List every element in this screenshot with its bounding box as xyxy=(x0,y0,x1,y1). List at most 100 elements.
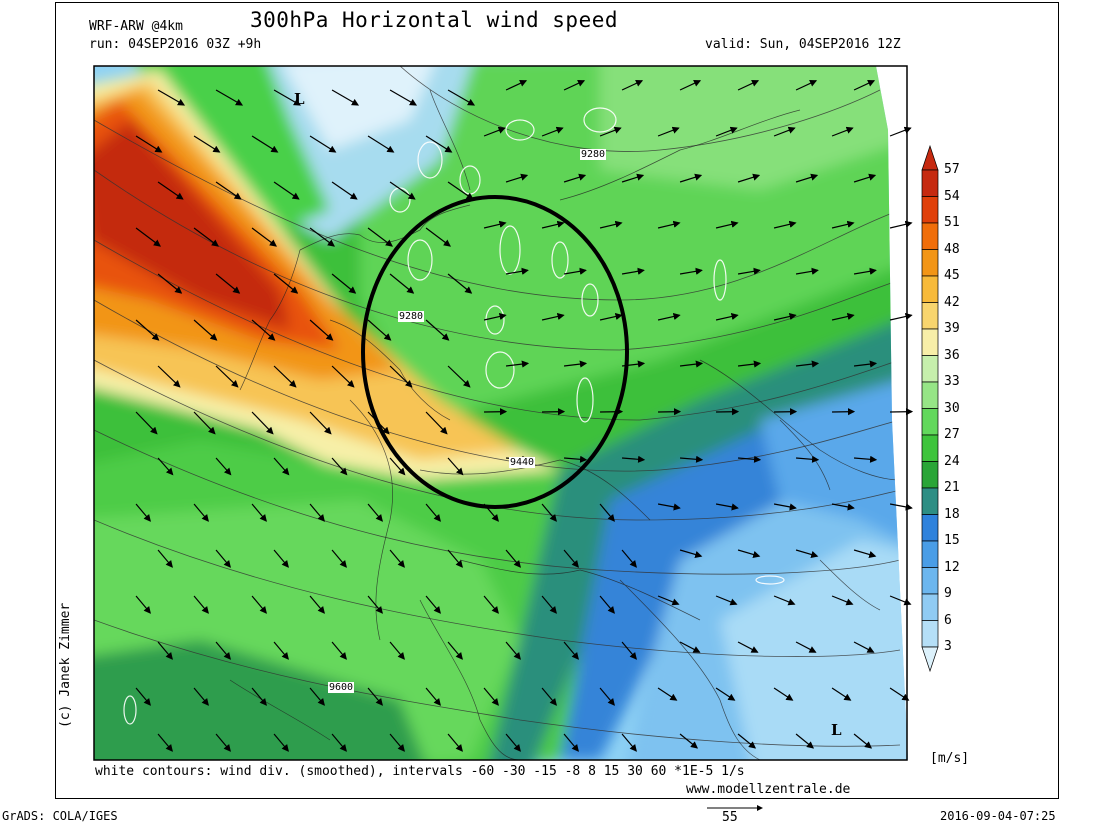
colorbar-tick-label: 48 xyxy=(944,241,960,257)
colorbar-tick-label: 54 xyxy=(944,188,960,204)
colorbar-tick-label: 45 xyxy=(944,268,960,283)
wind-vector xyxy=(505,79,528,91)
wind-vector xyxy=(251,503,267,522)
wind-vector xyxy=(505,360,530,368)
wind-vector xyxy=(135,595,151,614)
wind-vector xyxy=(215,273,241,294)
colorbar-tick-label: 39 xyxy=(944,321,960,336)
wind-vector xyxy=(795,79,818,91)
wind-vector xyxy=(853,360,878,368)
wind-vector xyxy=(505,173,529,183)
wind-vector xyxy=(331,365,355,388)
colorbar-swatch xyxy=(921,222,939,250)
wind-vector xyxy=(447,273,473,294)
wind-vector xyxy=(309,319,334,341)
colorbar-tick-label: 51 xyxy=(944,215,960,230)
wind-vector xyxy=(773,126,796,137)
wind-vector xyxy=(135,227,161,247)
wind-vector xyxy=(563,733,579,752)
wind-vector xyxy=(657,687,678,701)
wind-vector xyxy=(251,687,267,706)
colorbar-tick-label: 21 xyxy=(944,480,960,495)
wind-vector xyxy=(715,503,739,511)
wind-vector xyxy=(309,227,335,247)
wind-vector xyxy=(483,126,506,137)
wind-vector xyxy=(621,641,637,660)
wind-vector xyxy=(657,126,680,137)
colorbar-tick-label: 3 xyxy=(944,639,952,654)
wind-vector xyxy=(737,173,761,183)
colorbar-tick-label: 30 xyxy=(944,400,960,416)
contour-label: 9280 xyxy=(398,311,425,322)
wind-vector xyxy=(541,687,557,706)
wind-vector xyxy=(541,595,557,614)
colorbar-swatch xyxy=(921,620,939,648)
colorbar-tick-label: 24 xyxy=(944,453,960,469)
wind-vector xyxy=(621,733,637,752)
wind-vector xyxy=(563,641,579,660)
wind-vector xyxy=(621,267,645,275)
wind-vector xyxy=(853,641,875,653)
run-label: run: 04SEP2016 03Z +9h xyxy=(89,37,262,52)
wind-vector xyxy=(331,549,347,568)
colorbar-swatch xyxy=(921,434,939,462)
wind-vector xyxy=(831,220,855,229)
wind-vector xyxy=(389,181,416,200)
wind-vector xyxy=(447,89,476,106)
wind-vector xyxy=(621,79,644,91)
wind-vector xyxy=(389,273,415,294)
wind-vector xyxy=(679,79,702,91)
wind-vector xyxy=(309,135,337,153)
wind-vector xyxy=(215,365,239,388)
wind-vector xyxy=(447,549,463,568)
wind-vector xyxy=(389,733,405,752)
wind-vector xyxy=(599,687,615,706)
colorbar-tick-label: 57 xyxy=(944,162,960,177)
wind-vector xyxy=(853,79,876,91)
colorbar-swatch xyxy=(921,169,939,197)
wind-vector xyxy=(773,503,797,511)
wind-vector xyxy=(715,595,738,606)
wind-vector xyxy=(563,267,587,275)
colorbar-swatch xyxy=(921,567,939,595)
low-pressure-marker: L xyxy=(294,90,305,108)
wind-vector xyxy=(157,181,184,200)
wind-vector xyxy=(425,319,450,341)
wind-vector xyxy=(737,360,762,368)
wind-vector xyxy=(853,173,877,183)
wind-vector xyxy=(657,220,681,229)
wind-vector xyxy=(193,503,209,522)
wind-vector xyxy=(599,503,615,522)
wind-vector xyxy=(157,457,174,476)
wind-vector xyxy=(795,360,820,368)
wind-vector xyxy=(389,365,413,388)
wind-vector xyxy=(657,503,681,511)
colorbar-unit: [m/s] xyxy=(930,751,970,766)
wind-vector xyxy=(309,687,325,706)
wind-vector xyxy=(679,360,704,368)
colorbar-swatch xyxy=(921,461,939,489)
wind-vector xyxy=(157,549,173,568)
colorbar-tick-label: 18 xyxy=(944,506,960,522)
wind-vector xyxy=(541,312,565,321)
colorbar-swatch xyxy=(921,514,939,542)
colorbar-tick-label: 27 xyxy=(944,427,960,442)
wind-vector xyxy=(193,687,209,706)
wind-vector xyxy=(621,549,637,568)
grads-label: GrADS: COLA/IGES xyxy=(2,809,118,823)
wind-vector xyxy=(251,135,279,153)
contour-label: 9440 xyxy=(509,457,536,468)
wind-vector xyxy=(679,549,703,558)
wind-vector xyxy=(889,312,913,321)
colorbar-swatch xyxy=(921,593,939,621)
wind-vector xyxy=(331,457,348,476)
wind-vector xyxy=(157,89,186,106)
colorbar-tick-label: 6 xyxy=(944,612,952,628)
wind-vector xyxy=(251,319,276,341)
wind-vector xyxy=(425,503,441,522)
wind-vector xyxy=(389,641,405,660)
colorbar-top-cap xyxy=(921,144,939,171)
wind-vector xyxy=(563,455,588,463)
wind-vector xyxy=(367,319,392,341)
